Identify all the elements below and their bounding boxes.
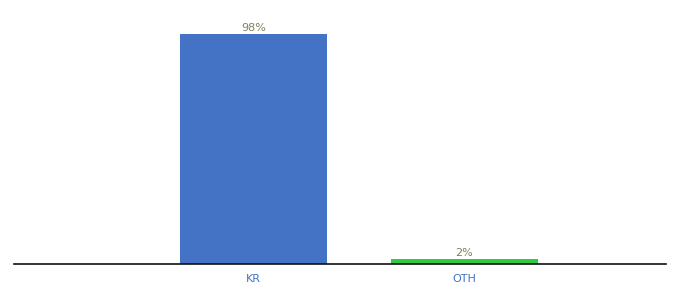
Bar xyxy=(390,259,538,264)
Text: 2%: 2% xyxy=(456,248,473,258)
Bar xyxy=(180,34,327,264)
Text: 98%: 98% xyxy=(241,22,266,33)
